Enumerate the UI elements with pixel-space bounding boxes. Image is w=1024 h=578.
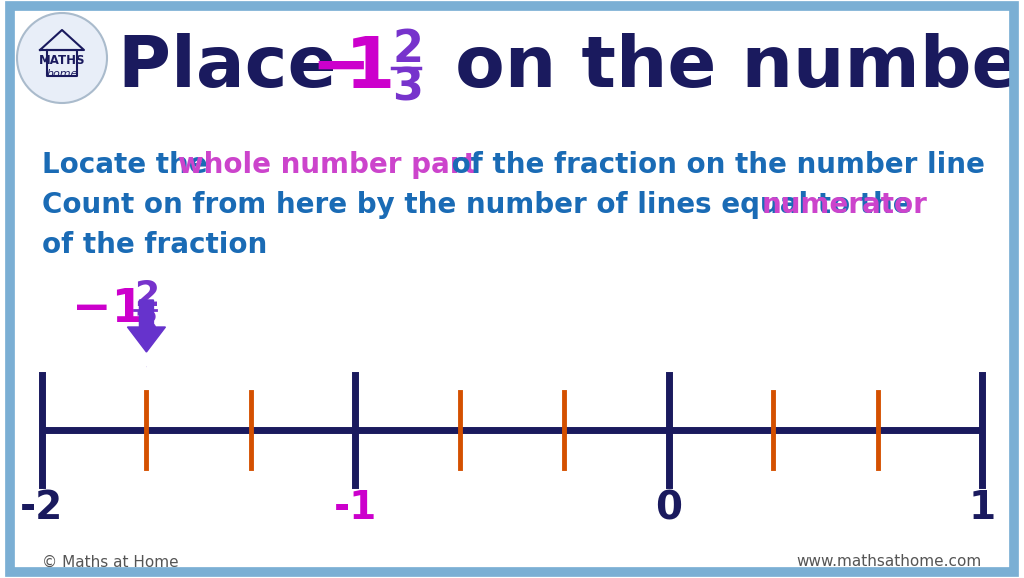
Text: © Maths at Home: © Maths at Home: [42, 554, 178, 569]
Text: whole number part: whole number part: [178, 151, 477, 179]
Text: Count on from here by the number of lines equal to the: Count on from here by the number of line…: [42, 191, 922, 219]
Text: of the fraction: of the fraction: [42, 231, 267, 259]
Text: on the number line: on the number line: [430, 34, 1024, 102]
Text: Place: Place: [118, 34, 361, 102]
Text: 1: 1: [969, 489, 995, 527]
Text: 2: 2: [392, 28, 423, 72]
Text: of the fraction on the number line: of the fraction on the number line: [442, 151, 985, 179]
Text: MATHS: MATHS: [39, 54, 85, 66]
Text: home: home: [46, 69, 78, 79]
Text: numerator: numerator: [762, 191, 928, 219]
Text: 3: 3: [134, 309, 159, 343]
Text: -1: -1: [334, 489, 377, 527]
Ellipse shape: [17, 13, 106, 103]
Text: −1: −1: [72, 287, 144, 332]
Text: www.mathsathome.com: www.mathsathome.com: [797, 554, 982, 569]
Text: −: −: [310, 34, 371, 102]
Text: 1: 1: [345, 34, 395, 102]
Text: 0: 0: [655, 489, 682, 527]
Text: -2: -2: [20, 489, 63, 527]
Text: 3: 3: [392, 66, 423, 109]
Text: Locate the: Locate the: [42, 151, 217, 179]
FancyArrow shape: [127, 300, 166, 352]
Text: 2: 2: [134, 279, 159, 313]
